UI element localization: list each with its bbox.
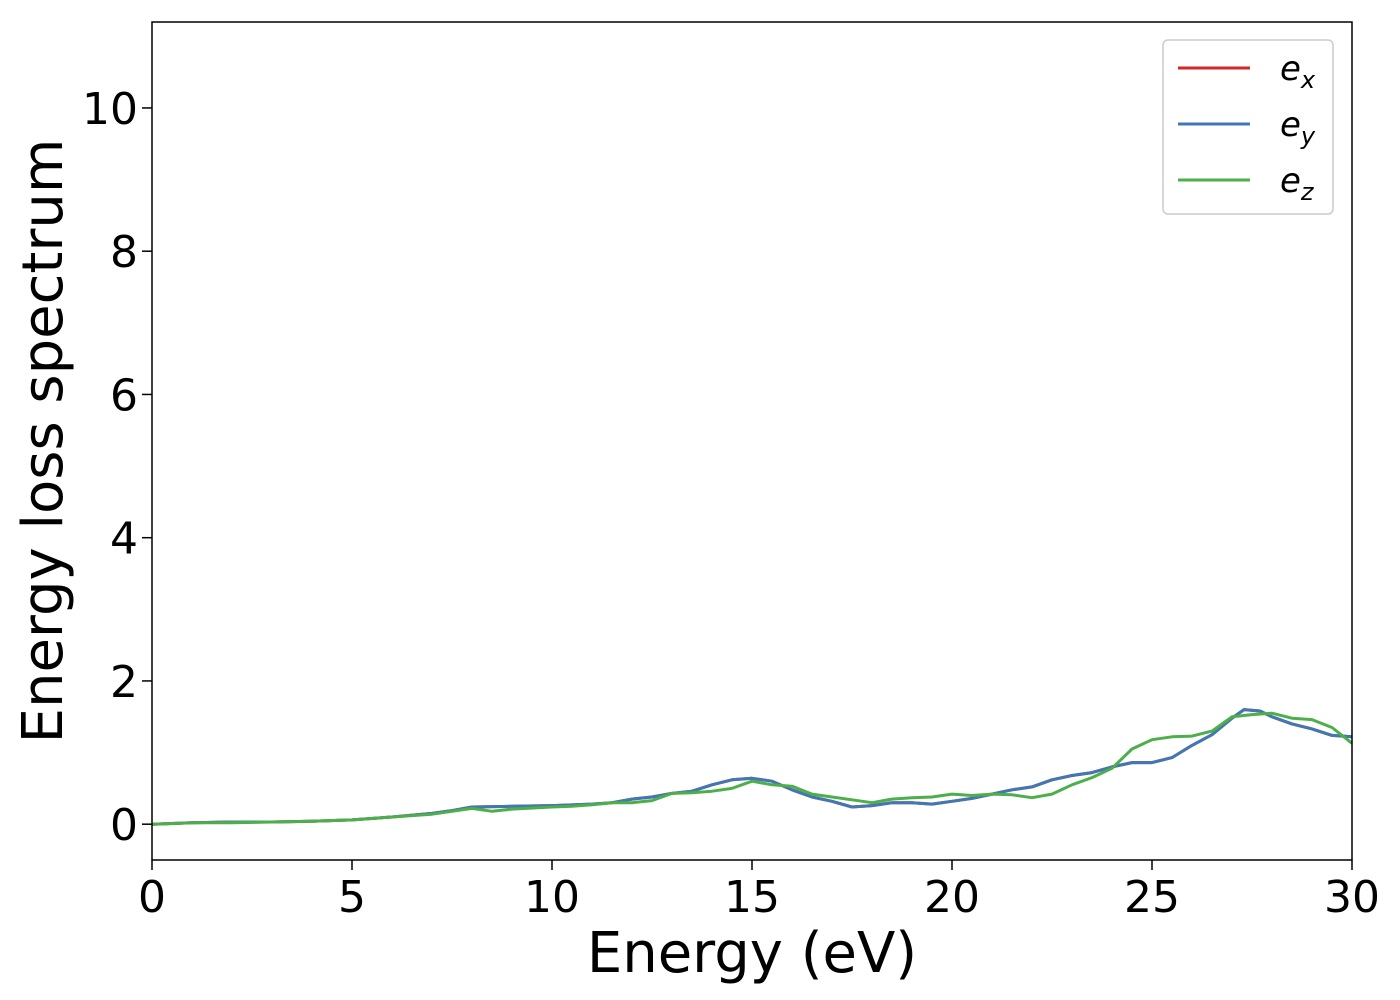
x-tick-label: 5 [338,872,366,923]
y-axis-label: Energy loss spectrum [11,139,76,744]
series-line-x [152,708,1352,826]
y-tick-label: 2 [110,657,138,708]
y-tick-label: 10 [82,84,138,135]
x-tick-label: 30 [1324,872,1380,923]
y-tick-label: 8 [110,227,138,278]
series-line-y [152,708,1352,826]
x-tick-label: 15 [724,872,780,923]
y-axis: 0 2 4 6 8 10 [82,84,152,851]
y-tick-label: 6 [110,370,138,421]
x-axis-label: Energy (eV) [587,921,917,986]
y-tick-label: 0 [110,800,138,851]
y-tick-label: 4 [110,514,138,565]
x-tick-label: 10 [524,872,580,923]
x-tick-label: 0 [138,872,166,923]
legend-label-z: ez [1280,161,1315,206]
legend: ex ey ez [1162,39,1334,215]
plot-area [152,708,1352,826]
legend-label-x: ex [1280,49,1316,94]
legend-box [1162,39,1334,215]
x-tick-label: 25 [1124,872,1180,923]
legend-label-y: ey [1280,105,1316,150]
x-tick-label: 20 [924,872,980,923]
x-axis: 0 5 10 15 20 25 30 [138,860,1380,923]
series-line-z [152,711,1352,826]
